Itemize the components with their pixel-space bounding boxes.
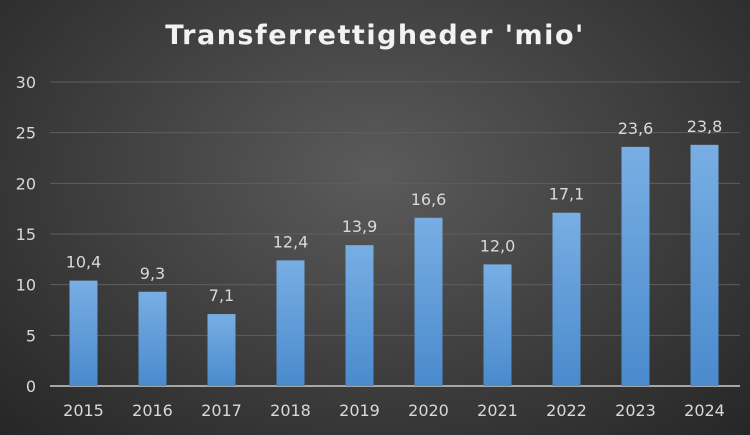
y-tick-label: 10 <box>16 276 36 295</box>
data-label: 9,3 <box>140 264 165 283</box>
y-tick-label: 30 <box>16 73 36 92</box>
data-label: 23,8 <box>687 117 723 136</box>
bar <box>552 212 581 386</box>
data-label: 10,4 <box>66 253 102 272</box>
y-tick-label: 20 <box>16 174 36 193</box>
data-label: 12,4 <box>273 232 309 251</box>
bar <box>138 291 167 386</box>
data-label: 17,1 <box>549 185 585 204</box>
bar <box>690 144 719 386</box>
bar <box>621 146 650 386</box>
y-tick-label: 0 <box>26 377 36 396</box>
y-tick-label: 25 <box>16 124 36 143</box>
x-tick-label: 2022 <box>546 401 587 420</box>
data-label: 7,1 <box>209 286 234 305</box>
bar <box>276 260 305 386</box>
bar <box>207 314 236 386</box>
bar <box>414 217 443 386</box>
x-tick-label: 2023 <box>615 401 656 420</box>
bar <box>483 264 512 386</box>
bar <box>69 280 98 386</box>
x-tick-label: 2016 <box>132 401 173 420</box>
y-tick-label: 15 <box>16 225 36 244</box>
x-tick-label: 2024 <box>684 401 725 420</box>
y-tick-label: 5 <box>26 326 36 345</box>
x-tick-label: 2020 <box>408 401 449 420</box>
data-label: 23,6 <box>618 119 654 138</box>
chart-title: Transferrettigheder 'mio' <box>165 20 585 51</box>
data-label: 16,6 <box>411 190 447 209</box>
bar <box>345 245 374 386</box>
x-tick-label: 2019 <box>339 401 380 420</box>
x-tick-label: 2017 <box>201 401 242 420</box>
data-label: 12,0 <box>480 236 516 255</box>
data-label: 13,9 <box>342 217 378 236</box>
x-tick-label: 2018 <box>270 401 311 420</box>
x-tick-label: 2021 <box>477 401 518 420</box>
x-tick-label: 2015 <box>63 401 104 420</box>
